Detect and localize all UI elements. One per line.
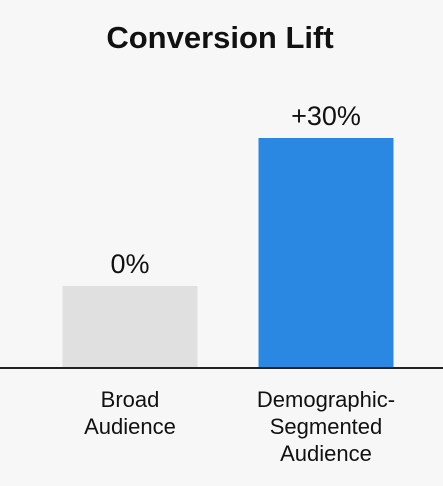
category-labels: BroadAudienceDemographic-SegmentedAudien… [84,387,395,466]
bar-2 [258,138,394,368]
category-label-1-line-2: Audience [84,414,176,439]
category-label-2-line-3: Audience [280,441,372,466]
bars-layer [62,138,394,368]
category-label-1-line-1: Broad [101,387,160,412]
category-label-2-line-2: Segmented [270,414,383,439]
labels-layer: 0% +30% [110,101,360,279]
data-label-2: +30% [291,101,361,131]
data-label-1: 0% [110,249,149,279]
chart-title: Conversion Lift [106,20,333,55]
category-label-2-line-1: Demographic- [257,387,395,412]
bar-1 [62,286,198,368]
